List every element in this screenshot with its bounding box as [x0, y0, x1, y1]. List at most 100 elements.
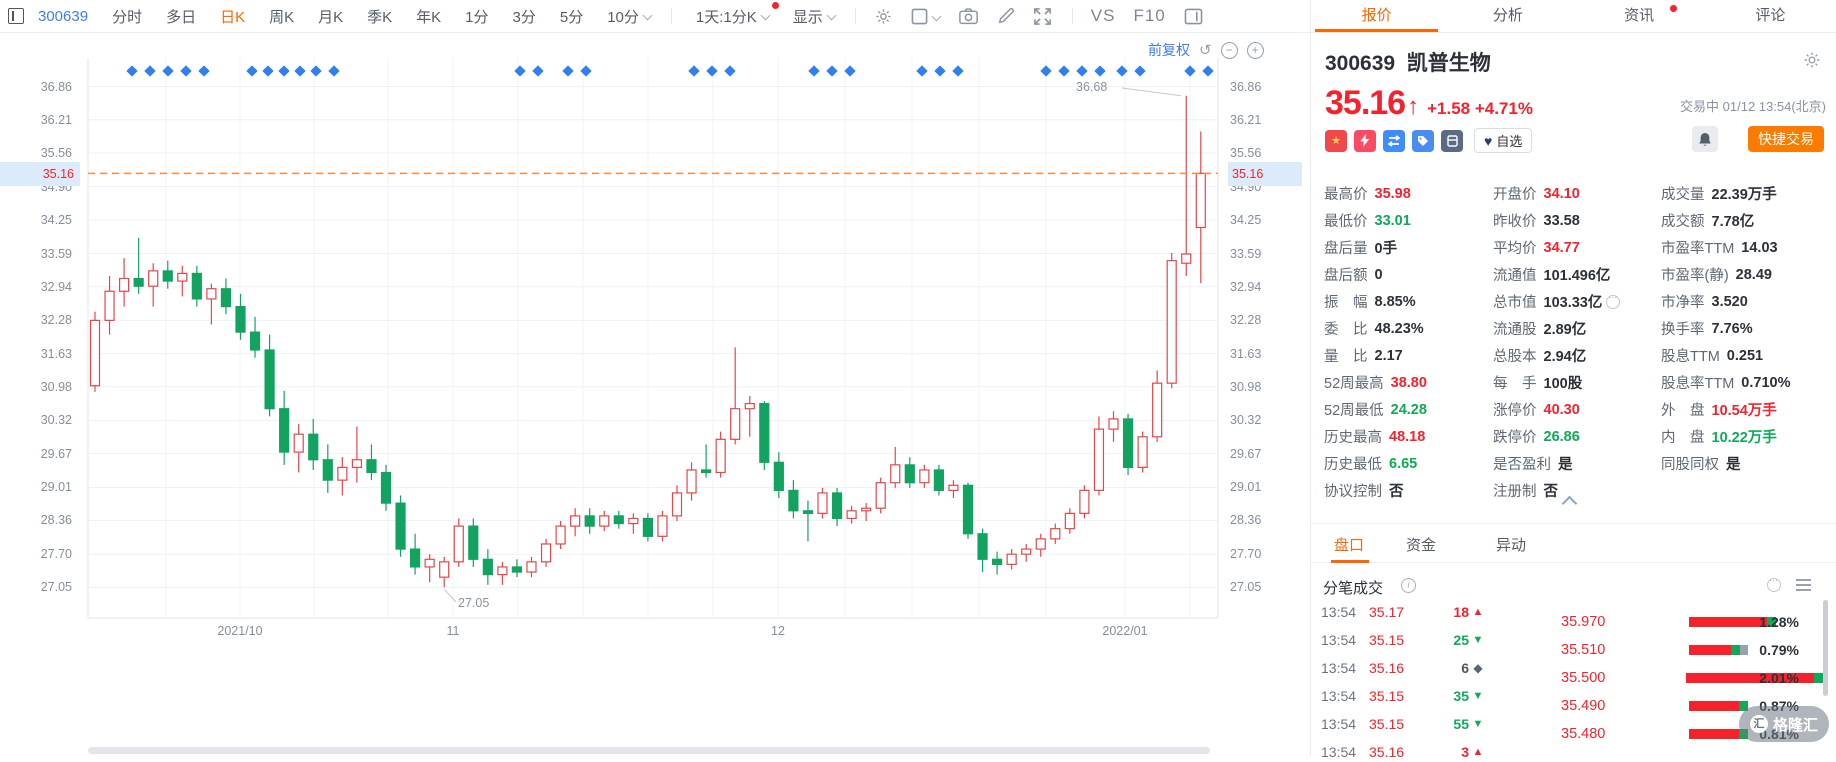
more-options-icon[interactable]: [1606, 292, 1621, 309]
compare-button[interactable]: VS: [1090, 6, 1116, 25]
stat-row: 流通值 101.496亿: [1493, 261, 1661, 288]
event-diamond-icon[interactable]: [310, 65, 322, 77]
bar-tip-segment: [1739, 701, 1748, 711]
event-diamond-icon[interactable]: [1076, 65, 1088, 77]
undo-icon[interactable]: ↺: [1199, 42, 1212, 59]
event-diamond-icon[interactable]: [1040, 65, 1052, 77]
period-tab-label: 1分: [465, 8, 489, 26]
list-scrollbar[interactable]: [1823, 600, 1828, 696]
tab-报价[interactable]: 报价: [1311, 0, 1442, 32]
tab-评论[interactable]: 评论: [1705, 0, 1836, 32]
event-diamond-icon[interactable]: [916, 65, 928, 77]
period-tab-3分[interactable]: 3分: [513, 6, 536, 27]
event-diamond-icon[interactable]: [562, 65, 574, 77]
adjust-mode-link[interactable]: 前复权: [1148, 42, 1190, 58]
panel-gear-icon[interactable]: [1802, 50, 1822, 75]
candlestick-chart[interactable]: 36.86 36.21 35.56 34.90 34.25 33.59 32.94 32.28…: [0, 0, 1310, 756]
candle: [759, 402, 770, 463]
event-diamond-icon[interactable]: [1058, 65, 1070, 77]
settings-gear-icon[interactable]: [874, 7, 893, 26]
event-diamond-icon[interactable]: [246, 65, 258, 77]
notification-dot: [771, 1, 779, 9]
f10-button[interactable]: F10: [1133, 6, 1166, 25]
event-diamond-icon[interactable]: [532, 65, 544, 77]
info-icon[interactable]: i: [1401, 578, 1416, 593]
event-diamond-icon[interactable]: [1202, 65, 1214, 77]
event-diamond-icon[interactable]: [706, 65, 718, 77]
quick-trade-button[interactable]: 快捷交易: [1748, 126, 1824, 152]
period-tab-label: 季K: [367, 8, 393, 26]
period-tab-10分[interactable]: 10分: [607, 6, 653, 27]
candle: [657, 515, 668, 537]
event-diamond-icon[interactable]: [198, 65, 210, 77]
add-watchlist-button[interactable]: ♥ 自选: [1474, 128, 1533, 153]
side-panel-toggle-icon[interactable]: [1184, 8, 1203, 25]
candle: [831, 492, 843, 520]
event-diamond-icon[interactable]: [1134, 65, 1146, 77]
period-tab-label: 年K: [416, 8, 442, 26]
stock-code-link[interactable]: 300639: [38, 7, 89, 25]
draw-pencil-icon[interactable]: [997, 7, 1015, 25]
tab-分析[interactable]: 分析: [1442, 0, 1573, 32]
stat-row: 开盘价 34.10: [1493, 180, 1661, 207]
period-tab-月K[interactable]: 月K: [318, 6, 343, 27]
period-tab-季K[interactable]: 季K: [367, 6, 392, 27]
list-view-icon[interactable]: [1796, 579, 1811, 591]
period-tab-5分[interactable]: 5分: [560, 6, 583, 27]
period-tab-周K[interactable]: 周K: [269, 6, 294, 27]
camera-icon[interactable]: [958, 7, 979, 26]
event-diamond-icon[interactable]: [844, 65, 856, 77]
candle: [1108, 418, 1119, 430]
candle: [424, 558, 435, 568]
event-diamond-icon[interactable]: [126, 65, 138, 77]
period-tab-1分[interactable]: 1分: [465, 6, 488, 27]
more-options-icon[interactable]: [1767, 575, 1781, 592]
event-diamond-icon[interactable]: [328, 65, 340, 77]
event-diamond-icon[interactable]: [1116, 65, 1128, 77]
event-diamond-icon[interactable]: [724, 65, 736, 77]
subtab-资金[interactable]: 资金: [1406, 537, 1437, 554]
event-diamond-icon[interactable]: [278, 65, 290, 77]
chart-toolbar: 300639 分时 多日 日K 周K 月K 季K 年K 1分 3分 5分 10分 1天:1分K 显示…: [0, 0, 1310, 33]
event-diamond-icon[interactable]: [688, 65, 700, 77]
period-tab-多日[interactable]: 多日: [166, 6, 196, 27]
event-diamond-icon[interactable]: [808, 65, 820, 77]
current-price-tag-right: 35.16: [1228, 162, 1302, 186]
window-layout-icon[interactable]: [8, 8, 24, 24]
tab-资讯[interactable]: 资讯: [1574, 0, 1705, 32]
time-range-scrollbar[interactable]: [88, 747, 1210, 754]
event-diamond-icon[interactable]: [580, 65, 592, 77]
event-diamond-icon[interactable]: [1094, 65, 1106, 77]
fullscreen-icon[interactable]: [1033, 7, 1052, 26]
event-diamond-icon[interactable]: [262, 65, 274, 77]
event-diamond-icon[interactable]: [514, 65, 526, 77]
stat-row: 总股本 2.94亿: [1493, 342, 1661, 369]
zoom-out-icon[interactable]: −: [1220, 41, 1238, 59]
stat-row: 同股同权是: [1661, 450, 1836, 477]
period-tab-分时[interactable]: 分时: [112, 6, 142, 27]
event-diamond-icon[interactable]: [952, 65, 964, 77]
stat-label: 股息率TTM: [1661, 376, 1735, 392]
subtab-异动[interactable]: 异动: [1496, 537, 1527, 554]
candle: [933, 469, 945, 491]
y-tick-label: 31.63: [1230, 346, 1262, 361]
stat-label: 股息TTM: [1661, 349, 1720, 365]
event-diamond-icon[interactable]: [180, 65, 192, 77]
alert-bell-button[interactable]: [1692, 126, 1718, 152]
subtab-盘口[interactable]: 盘口: [1334, 537, 1365, 554]
period-tab-年K[interactable]: 年K: [416, 6, 441, 27]
period-tab-日K[interactable]: 日K: [220, 6, 245, 27]
event-diamond-icon[interactable]: [826, 65, 838, 77]
zoom-in-icon[interactable]: +: [1246, 41, 1264, 59]
display-menu[interactable]: 显示: [793, 6, 837, 27]
candle: [584, 515, 595, 527]
interval-selector[interactable]: 1天:1分K: [696, 1, 779, 27]
event-diamond-icon[interactable]: [934, 65, 946, 77]
event-diamond-icon[interactable]: [294, 65, 306, 77]
event-diamond-icon[interactable]: [144, 65, 156, 77]
layout-selector[interactable]: [911, 8, 942, 25]
event-diamond-icon[interactable]: [162, 65, 174, 77]
event-diamond-icon[interactable]: [1184, 65, 1196, 77]
candle: [599, 515, 610, 527]
stat-value: 0.251: [1726, 347, 1764, 364]
